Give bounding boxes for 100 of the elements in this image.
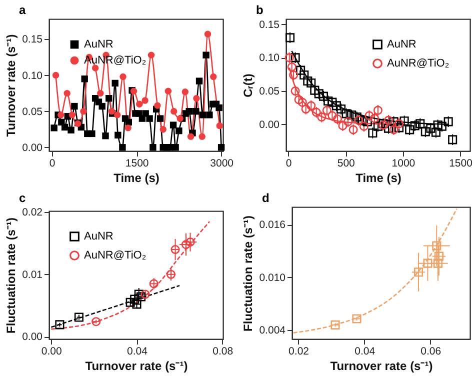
point <box>114 132 122 138</box>
point <box>358 116 367 125</box>
point <box>342 109 351 118</box>
point <box>437 122 446 131</box>
point <box>434 252 444 261</box>
chart-title: d <box>262 191 270 205</box>
x-axis-title: Time (s) <box>114 171 160 185</box>
point <box>71 102 78 110</box>
point <box>364 111 374 120</box>
point <box>142 97 148 104</box>
x-tick-label: 1500 <box>125 158 149 170</box>
point <box>303 76 312 86</box>
point <box>64 90 70 97</box>
point <box>58 112 64 118</box>
point <box>310 86 320 95</box>
point <box>347 110 356 120</box>
point <box>348 125 358 134</box>
point <box>216 122 223 130</box>
y-tick-label: 0.004 <box>259 324 286 337</box>
point <box>148 52 155 58</box>
line-series <box>50 220 210 330</box>
point <box>187 133 194 140</box>
point <box>206 112 213 118</box>
point <box>186 108 192 115</box>
point <box>368 128 378 138</box>
point <box>68 112 76 118</box>
point <box>426 124 436 133</box>
point <box>146 115 153 122</box>
point <box>140 290 150 299</box>
line-series <box>292 208 458 334</box>
x-axis-title: Turnover rate (s⁻¹) <box>85 359 188 373</box>
point <box>216 104 222 112</box>
point <box>300 70 309 80</box>
y-tick-label: 0.00 <box>259 118 280 131</box>
point <box>362 117 372 126</box>
legend-label: AuNR <box>84 38 114 50</box>
point <box>400 116 409 126</box>
point <box>170 245 180 254</box>
legend-label: AuNR <box>84 230 114 242</box>
point <box>80 108 87 115</box>
point <box>318 92 328 101</box>
point <box>176 115 184 122</box>
y-axis-title: Fluctuation rate (s⁻¹) <box>4 217 18 334</box>
x-tick-label: 0.00 <box>41 346 62 358</box>
chart-title: c <box>19 191 26 206</box>
point <box>332 101 341 110</box>
x-tick-label: 0.02 <box>288 346 310 358</box>
point <box>192 108 200 115</box>
point <box>97 90 104 97</box>
point <box>98 102 106 110</box>
point <box>88 130 96 138</box>
point <box>108 108 116 115</box>
point <box>55 320 64 330</box>
point <box>50 124 58 132</box>
x-tick-label: 0.06 <box>420 346 442 358</box>
point <box>306 78 316 88</box>
point <box>416 119 425 128</box>
point <box>448 135 458 144</box>
point <box>289 70 298 80</box>
point <box>149 279 158 288</box>
point <box>389 117 398 126</box>
y-tick-label: 0.02 <box>22 206 43 219</box>
point <box>74 312 84 322</box>
point <box>170 122 177 128</box>
point <box>176 127 182 134</box>
point <box>120 73 126 80</box>
point <box>432 241 442 250</box>
y-tick-label: 0.016 <box>259 219 286 232</box>
y-tick-label: 0.00 <box>22 331 43 344</box>
y-axis-title: Cᵣ(t) <box>241 74 256 98</box>
point <box>164 88 172 94</box>
point <box>328 98 337 107</box>
x-tick-label: 0 <box>49 158 56 170</box>
point <box>170 108 178 115</box>
point <box>420 127 430 136</box>
point <box>172 144 179 151</box>
point <box>285 33 295 42</box>
x-tick-label: 0.04 <box>354 346 376 358</box>
y-tick-label: 0.00 <box>22 142 43 154</box>
point <box>182 88 189 96</box>
point <box>102 132 109 140</box>
point <box>373 122 382 131</box>
point <box>314 89 324 98</box>
y-tick-label: 0.010 <box>259 272 286 284</box>
legend-label: AuNR <box>387 38 416 50</box>
point <box>199 112 206 118</box>
point <box>394 123 404 132</box>
point <box>106 94 112 102</box>
point <box>202 52 210 58</box>
x-axis-title: Turnover rate (s⁻¹) <box>330 359 433 373</box>
point <box>210 73 217 80</box>
point <box>81 76 88 82</box>
point <box>193 94 200 102</box>
x-tick-label: 1500 <box>449 158 473 170</box>
point <box>160 126 166 133</box>
x-tick-label: 3000 <box>210 158 234 170</box>
point <box>330 320 340 330</box>
x-axis-title: Time (s) <box>356 171 402 185</box>
point <box>136 100 143 108</box>
point <box>204 30 212 38</box>
